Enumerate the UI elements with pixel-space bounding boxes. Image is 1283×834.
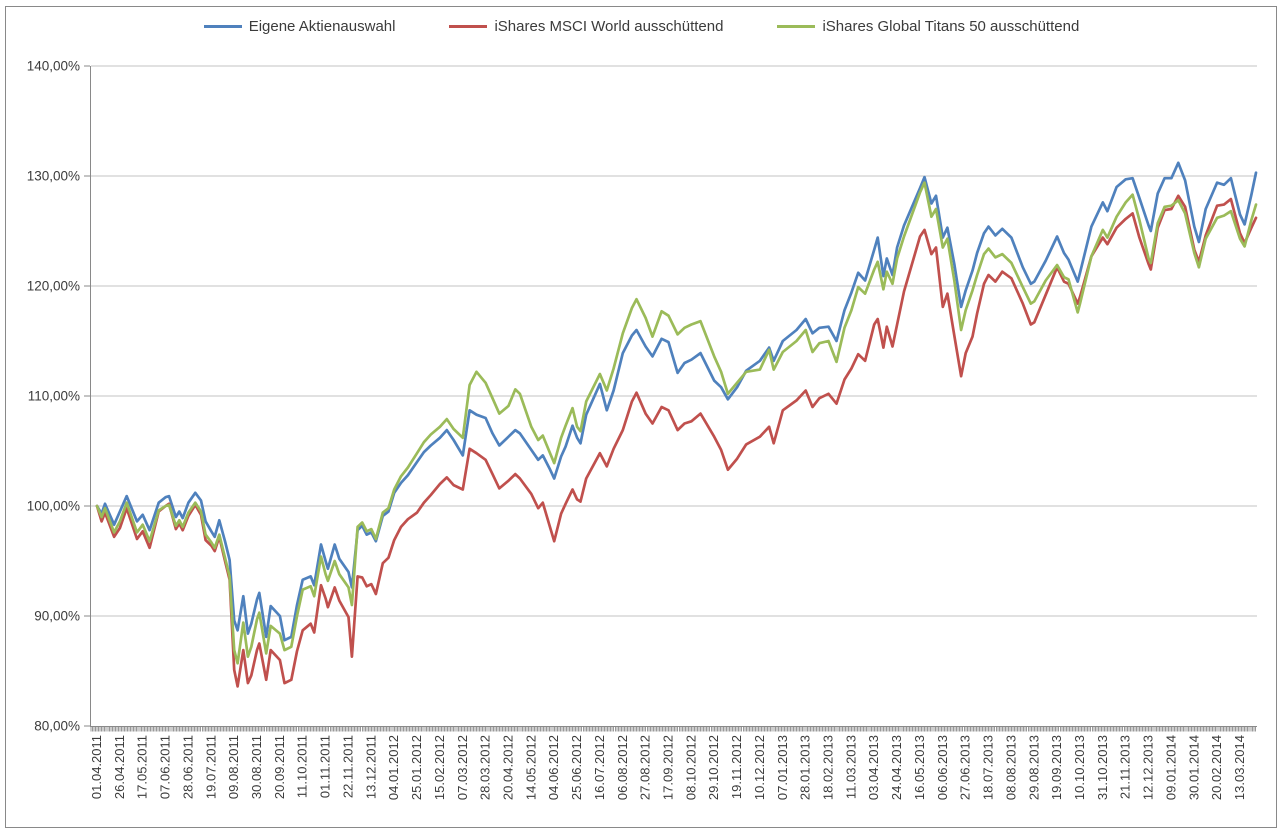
x-axis-label: 09.01.2014 [1163, 735, 1178, 800]
x-axis-label: 28.03.2012 [478, 735, 493, 800]
x-axis-label: 27.06.2013 [958, 735, 973, 800]
x-axis-label: 25.06.2012 [569, 735, 584, 800]
x-axis-label: 17.09.2012 [661, 735, 676, 800]
x-axis-label: 17.05.2011 [135, 735, 150, 799]
legend-line-swatch-icon [203, 25, 242, 28]
x-axis-label: 30.01.2014 [1186, 735, 1201, 800]
x-axis-label: 27.08.2012 [638, 735, 653, 800]
x-axis-label: 18.07.2013 [981, 735, 996, 800]
series-line-eigene-aktienauswahl[interactable] [95, 161, 1258, 642]
x-axis-label: 03.04.2013 [866, 735, 881, 800]
x-axis-label: 10.12.2012 [752, 735, 767, 800]
x-axis-label: 25.01.2012 [409, 735, 424, 800]
x-axis-label: 04.06.2012 [546, 735, 561, 800]
x-axis-label: 20.09.2011 [272, 735, 287, 799]
x-axis-label: 21.11.2013 [1118, 735, 1133, 799]
x-axis-label: 28.06.2011 [180, 735, 195, 799]
x-axis-label: 06.06.2013 [935, 735, 950, 800]
y-axis-label: 100,00% [27, 499, 80, 514]
chart-border [5, 6, 1277, 828]
x-axis-label: 11.03.2013 [843, 735, 858, 799]
y-axis-label: 90,00% [34, 609, 80, 624]
x-axis-label: 07.01.2013 [775, 735, 790, 800]
legend-line-swatch-icon [777, 25, 816, 28]
x-axis-label: 15.02.2012 [432, 735, 447, 800]
x-axis-label: 24.04.2013 [889, 735, 904, 800]
legend-label: iShares Global Titans 50 ausschüttend [822, 18, 1080, 35]
x-axis-label: 30.08.2011 [249, 735, 264, 799]
x-axis-label: 01.11.2011 [318, 735, 333, 798]
legend-label: Eigene Aktienauswahl [248, 18, 396, 35]
x-axis-label: 10.10.2013 [1072, 735, 1087, 800]
x-axis-label: 20.02.2014 [1209, 735, 1224, 800]
x-axis-label: 19.09.2013 [1049, 735, 1064, 800]
x-axis-label: 07.06.2011 [158, 735, 173, 799]
legend-line-swatch-icon [449, 25, 488, 28]
x-axis-label: 01.04.2011 [89, 735, 104, 799]
x-axis-minor-ticks [90, 727, 1256, 732]
x-axis-label: 08.08.2013 [1003, 735, 1018, 800]
y-axis-label: 120,00% [27, 279, 80, 294]
x-axis-label: 26.04.2011 [112, 735, 127, 799]
x-axis-label: 12.12.2013 [1141, 735, 1156, 800]
x-axis-label: 19.07.2011 [203, 735, 218, 799]
legend-item[interactable]: iShares Global Titans 50 ausschüttend [777, 18, 1079, 35]
x-axis-label: 20.04.2012 [500, 735, 515, 800]
legend-item[interactable]: iShares MSCI World ausschüttend [449, 18, 723, 35]
x-axis-label: 29.08.2013 [1026, 735, 1041, 800]
x-axis-label: 06.08.2012 [615, 735, 630, 800]
x-axis-label: 14.05.2012 [523, 735, 538, 800]
x-axis-label: 04.01.2012 [386, 735, 401, 800]
y-axis-label: 130,00% [27, 169, 80, 184]
x-axis-label: 16.05.2013 [912, 735, 927, 800]
legend-label: iShares MSCI World ausschüttend [494, 18, 724, 35]
y-axis-label: 140,00% [27, 59, 80, 74]
chart-legend: Eigene Aktienauswahl iShares MSCI World a… [0, 18, 1283, 35]
series-line-msci-world[interactable] [95, 194, 1258, 688]
x-axis-label: 29.10.2012 [706, 735, 721, 800]
x-axis-label: 13.12.2011 [363, 735, 378, 799]
x-axis-label: 19.11.2012 [729, 735, 744, 799]
y-axis-label: 110,00% [28, 389, 80, 404]
y-axis-label: 80,00% [34, 719, 80, 734]
x-axis-label: 13.03.2014 [1232, 735, 1247, 800]
series-line-global-titans[interactable] [95, 181, 1258, 665]
x-axis-label: 08.10.2012 [683, 735, 698, 800]
x-axis-label: 28.01.2013 [798, 735, 813, 800]
x-axis-label: 11.10.2011 [295, 735, 310, 798]
x-axis-label: 31.10.2013 [1095, 735, 1110, 800]
x-axis-label: 09.08.2011 [226, 735, 241, 799]
x-axis-label: 16.07.2012 [592, 735, 607, 800]
x-axis-label: 18.02.2013 [821, 735, 836, 800]
x-axis-label: 22.11.2011 [340, 735, 355, 798]
legend-item[interactable]: Eigene Aktienauswahl [203, 18, 396, 35]
x-axis-label: 07.03.2012 [455, 735, 470, 800]
